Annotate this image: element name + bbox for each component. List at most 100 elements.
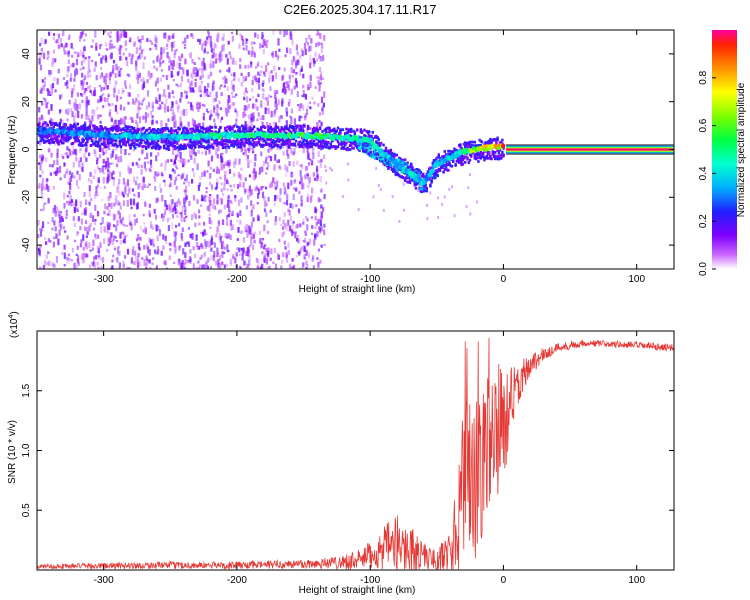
noise-cell — [82, 234, 85, 241]
noise-cell — [198, 122, 201, 128]
noise-cell — [295, 72, 298, 75]
noise-cell — [295, 255, 298, 258]
ridge-halo-cell — [41, 136, 45, 140]
ridge-halo-cell — [249, 126, 252, 130]
noise-cell — [225, 54, 228, 58]
noise-cell — [76, 92, 79, 97]
noise-cell — [323, 91, 326, 98]
ridge-halo-cell — [318, 127, 322, 131]
branch-cell — [364, 150, 367, 154]
ridge-halo-cell — [294, 139, 298, 143]
noise-cell — [357, 208, 360, 212]
noise-cell — [78, 134, 81, 138]
noise-cell — [165, 75, 168, 81]
noise-cell — [202, 231, 205, 237]
ridge-halo-cell — [152, 141, 155, 145]
noise-cell — [135, 218, 138, 223]
ridge-halo-cell — [261, 137, 264, 140]
noise-cell — [283, 240, 286, 245]
noise-cell — [118, 38, 121, 41]
noise-cell — [184, 193, 187, 197]
noise-cell — [86, 231, 89, 235]
noise-cell — [113, 224, 116, 228]
noise-cell — [209, 36, 212, 42]
noise-cell — [245, 38, 248, 45]
noise-cell — [161, 174, 164, 177]
noise-cell — [215, 234, 218, 238]
ridge-halo-cell — [239, 130, 243, 134]
branch-cell — [362, 148, 365, 152]
noise-cell — [56, 39, 59, 44]
ridge-halo-cell — [443, 154, 446, 158]
noise-cell — [266, 121, 269, 129]
noise-cell — [300, 176, 303, 182]
ridge-halo-cell — [302, 129, 305, 133]
noise-cell — [117, 210, 120, 215]
ridge-halo-cell — [476, 156, 479, 160]
noise-cell — [101, 217, 104, 224]
noise-cell — [119, 205, 122, 210]
noise-cell — [201, 61, 204, 67]
noise-cell — [224, 161, 227, 167]
noise-cell — [129, 84, 132, 90]
noise-cell — [188, 53, 191, 58]
noise-cell — [62, 226, 66, 230]
noise-cell — [222, 33, 225, 41]
noise-cell — [103, 165, 106, 168]
noise-cell — [209, 266, 213, 269]
noise-cell — [92, 261, 95, 267]
ridge-halo-cell — [251, 127, 255, 131]
noise-cell — [198, 245, 201, 250]
noise-cell — [177, 105, 180, 109]
noise-cell — [112, 170, 115, 175]
ridge-halo-cell — [408, 179, 412, 182]
noise-cell — [240, 230, 243, 234]
noise-cell — [145, 262, 148, 266]
noise-cell — [49, 93, 52, 96]
ridge-halo-cell — [310, 143, 313, 147]
noise-cell — [78, 174, 81, 181]
ridge-halo-cell — [450, 164, 454, 168]
noise-cell — [136, 113, 139, 119]
noise-cell — [244, 191, 247, 195]
noise-cell — [106, 221, 109, 227]
noise-cell — [252, 95, 255, 99]
noise-cell — [177, 85, 180, 88]
noise-cell — [282, 83, 285, 90]
noise-cell — [245, 229, 248, 232]
ridge-halo-cell — [470, 154, 473, 158]
noise-cell — [300, 202, 303, 207]
noise-cell — [141, 35, 144, 40]
noise-cell — [296, 160, 299, 166]
noise-cell — [170, 60, 173, 66]
ridge-halo-cell — [220, 140, 223, 144]
noise-cell — [234, 257, 237, 264]
noise-cell — [264, 137, 267, 140]
noise-cell — [250, 209, 253, 213]
noise-cell — [312, 147, 315, 151]
noise-cell — [138, 116, 142, 124]
noise-cell — [201, 151, 204, 155]
noise-cell — [110, 39, 113, 43]
noise-cell — [379, 187, 382, 191]
noise-cell — [205, 232, 208, 236]
noise-cell — [160, 162, 163, 167]
noise-cell — [247, 64, 250, 69]
noise-cell — [103, 151, 106, 155]
branch-cell — [373, 151, 377, 155]
noise-cell — [166, 43, 169, 48]
noise-cell — [148, 214, 152, 218]
noise-cell — [214, 98, 217, 102]
ridge-halo-cell — [464, 160, 467, 164]
noise-cell — [66, 85, 69, 89]
noise-cell — [202, 115, 205, 121]
noise-cell — [70, 108, 73, 112]
noise-cell — [307, 173, 310, 177]
ridge-halo-cell — [143, 131, 147, 135]
noise-cell — [254, 154, 257, 161]
ridge-halo-cell — [252, 141, 256, 144]
noise-cell — [191, 105, 194, 111]
noise-cell — [202, 57, 205, 65]
noise-cell — [80, 239, 83, 244]
noise-cell — [126, 73, 129, 77]
